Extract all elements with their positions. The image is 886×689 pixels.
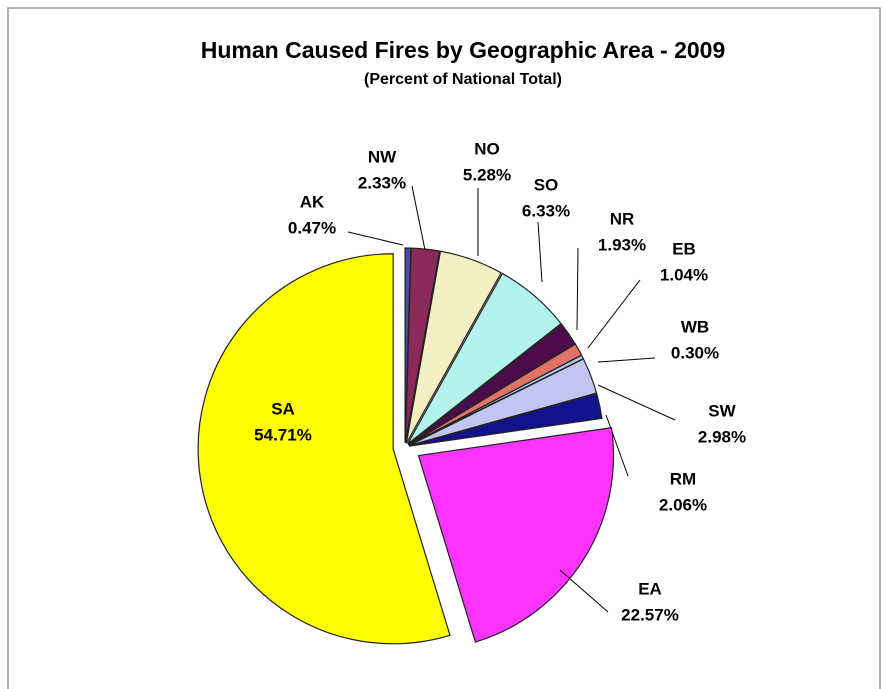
pie-slice bbox=[408, 358, 598, 447]
slice-name: NO bbox=[474, 139, 500, 158]
leader-line bbox=[559, 569, 609, 613]
leader-line bbox=[605, 414, 629, 477]
slice-name: AK bbox=[300, 192, 325, 211]
leader-line bbox=[576, 247, 579, 331]
chart-subtitle: (Percent of National Total) bbox=[364, 71, 562, 88]
pie-slice bbox=[417, 427, 615, 643]
slice-value: 54.71% bbox=[254, 425, 312, 444]
pie-slice bbox=[405, 250, 502, 444]
leader-line bbox=[411, 185, 426, 251]
slice-value: 2.06% bbox=[659, 495, 707, 514]
slice-name: SO bbox=[534, 175, 559, 194]
leader-line bbox=[597, 384, 676, 421]
pie-slice bbox=[404, 247, 441, 444]
slice-value: 1.04% bbox=[660, 265, 708, 284]
leader-line bbox=[537, 221, 543, 283]
slice-name: SW bbox=[708, 401, 736, 420]
slice-name: RM bbox=[670, 469, 696, 488]
slice-value: 22.57% bbox=[621, 605, 679, 624]
pie-slice bbox=[197, 253, 451, 645]
slice-name: NW bbox=[368, 147, 397, 166]
slice-value: 2.33% bbox=[358, 173, 406, 192]
slice-name: SA bbox=[271, 399, 295, 418]
slice-value: 0.47% bbox=[288, 218, 336, 237]
chart-title: Human Caused Fires by Geographic Area - … bbox=[201, 37, 726, 63]
slice-name: EA bbox=[638, 579, 662, 598]
slice-name: NR bbox=[610, 209, 635, 228]
slice-name: EB bbox=[672, 239, 696, 258]
pie-slice bbox=[408, 392, 603, 447]
slice-value: 0.30% bbox=[671, 343, 719, 362]
leader-line bbox=[347, 231, 404, 246]
slice-name: WB bbox=[681, 317, 709, 336]
pie-slice bbox=[407, 272, 562, 445]
slice-value: 2.98% bbox=[698, 427, 746, 446]
slice-value: 5.28% bbox=[463, 165, 511, 184]
leader-line bbox=[587, 279, 641, 349]
slice-value: 6.33% bbox=[522, 201, 570, 220]
slice-value: 1.93% bbox=[598, 235, 646, 254]
leader-line bbox=[597, 357, 656, 363]
